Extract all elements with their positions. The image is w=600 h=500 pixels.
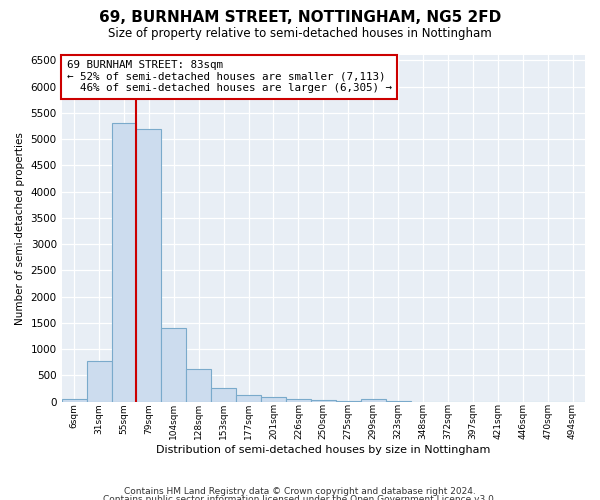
Text: 69, BURNHAM STREET, NOTTINGHAM, NG5 2FD: 69, BURNHAM STREET, NOTTINGHAM, NG5 2FD	[99, 10, 501, 25]
Bar	[186, 368, 211, 402]
Bar	[112, 124, 136, 402]
Bar	[161, 328, 186, 402]
Bar	[211, 388, 236, 402]
Bar	[361, 398, 386, 402]
Y-axis label: Number of semi-detached properties: Number of semi-detached properties	[15, 132, 25, 325]
Bar	[336, 401, 361, 402]
Bar	[261, 398, 286, 402]
Bar	[311, 400, 336, 402]
Text: Contains HM Land Registry data © Crown copyright and database right 2024.: Contains HM Land Registry data © Crown c…	[124, 488, 476, 496]
X-axis label: Distribution of semi-detached houses by size in Nottingham: Distribution of semi-detached houses by …	[156, 445, 491, 455]
Bar	[136, 128, 161, 402]
Text: Size of property relative to semi-detached houses in Nottingham: Size of property relative to semi-detach…	[108, 28, 492, 40]
Text: Contains public sector information licensed under the Open Government Licence v3: Contains public sector information licen…	[103, 495, 497, 500]
Bar	[62, 399, 86, 402]
Bar	[286, 399, 311, 402]
Bar	[86, 360, 112, 402]
Bar	[236, 395, 261, 402]
Text: 69 BURNHAM STREET: 83sqm
← 52% of semi-detached houses are smaller (7,113)
  46%: 69 BURNHAM STREET: 83sqm ← 52% of semi-d…	[67, 60, 392, 94]
